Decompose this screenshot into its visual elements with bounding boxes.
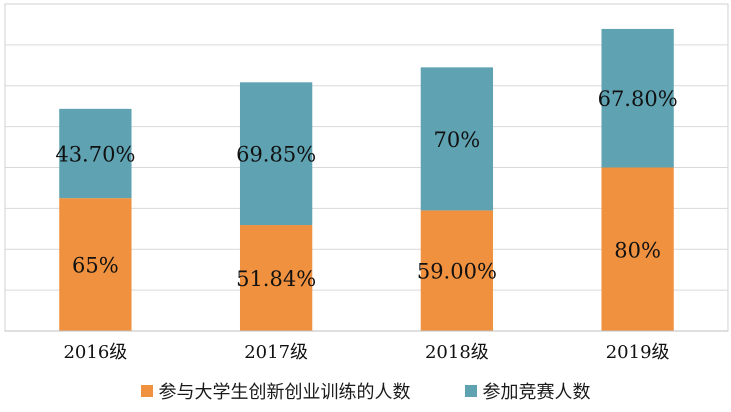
legend-label-innovation: 参与大学生创新创业训练的人数 <box>158 382 411 403</box>
data-label: 80% <box>614 238 661 262</box>
data-label: 59.00% <box>417 260 497 284</box>
legend-item-competition: 参加竞赛人数 <box>464 378 591 404</box>
bar-segment-competition <box>601 28 674 168</box>
bar-segment-innovation <box>420 210 494 331</box>
x-axis: 2016级 2017级 2018级 2019级 <box>5 330 728 363</box>
data-label: 65% <box>72 254 119 278</box>
x-tick-label: 2017级 <box>244 342 308 363</box>
legend: 参与大学生创新创业训练的人数 参加竞赛人数 <box>0 376 731 406</box>
x-tick-label: 2019级 <box>606 342 670 363</box>
data-label: 67.80% <box>598 87 678 111</box>
data-label: 70% <box>434 128 481 152</box>
bar-segment-innovation <box>601 167 674 331</box>
data-label: 43.70% <box>55 143 135 167</box>
x-tick-label: 2018级 <box>425 342 489 363</box>
bars <box>59 28 674 331</box>
data-label: 69.85% <box>236 143 316 167</box>
legend-item-innovation: 参与大学生创新创业训练的人数 <box>140 378 411 404</box>
data-labels: 65% 43.70% 51.84% 69.85% 59.00% 70% 80% 67.80% <box>55 87 677 291</box>
legend-swatch-innovation <box>140 385 153 397</box>
bar-segment-competition <box>239 82 313 226</box>
x-tick-label: 2016级 <box>63 342 127 363</box>
legend-swatch-competition <box>464 385 477 397</box>
bar-segment-innovation <box>239 225 313 331</box>
bar-segment-competition <box>59 108 132 199</box>
data-label: 51.84% <box>236 267 316 291</box>
bar-segment-innovation <box>59 198 132 331</box>
legend-label-competition: 参加竞赛人数 <box>482 382 591 403</box>
bar-segment-competition <box>420 67 494 211</box>
